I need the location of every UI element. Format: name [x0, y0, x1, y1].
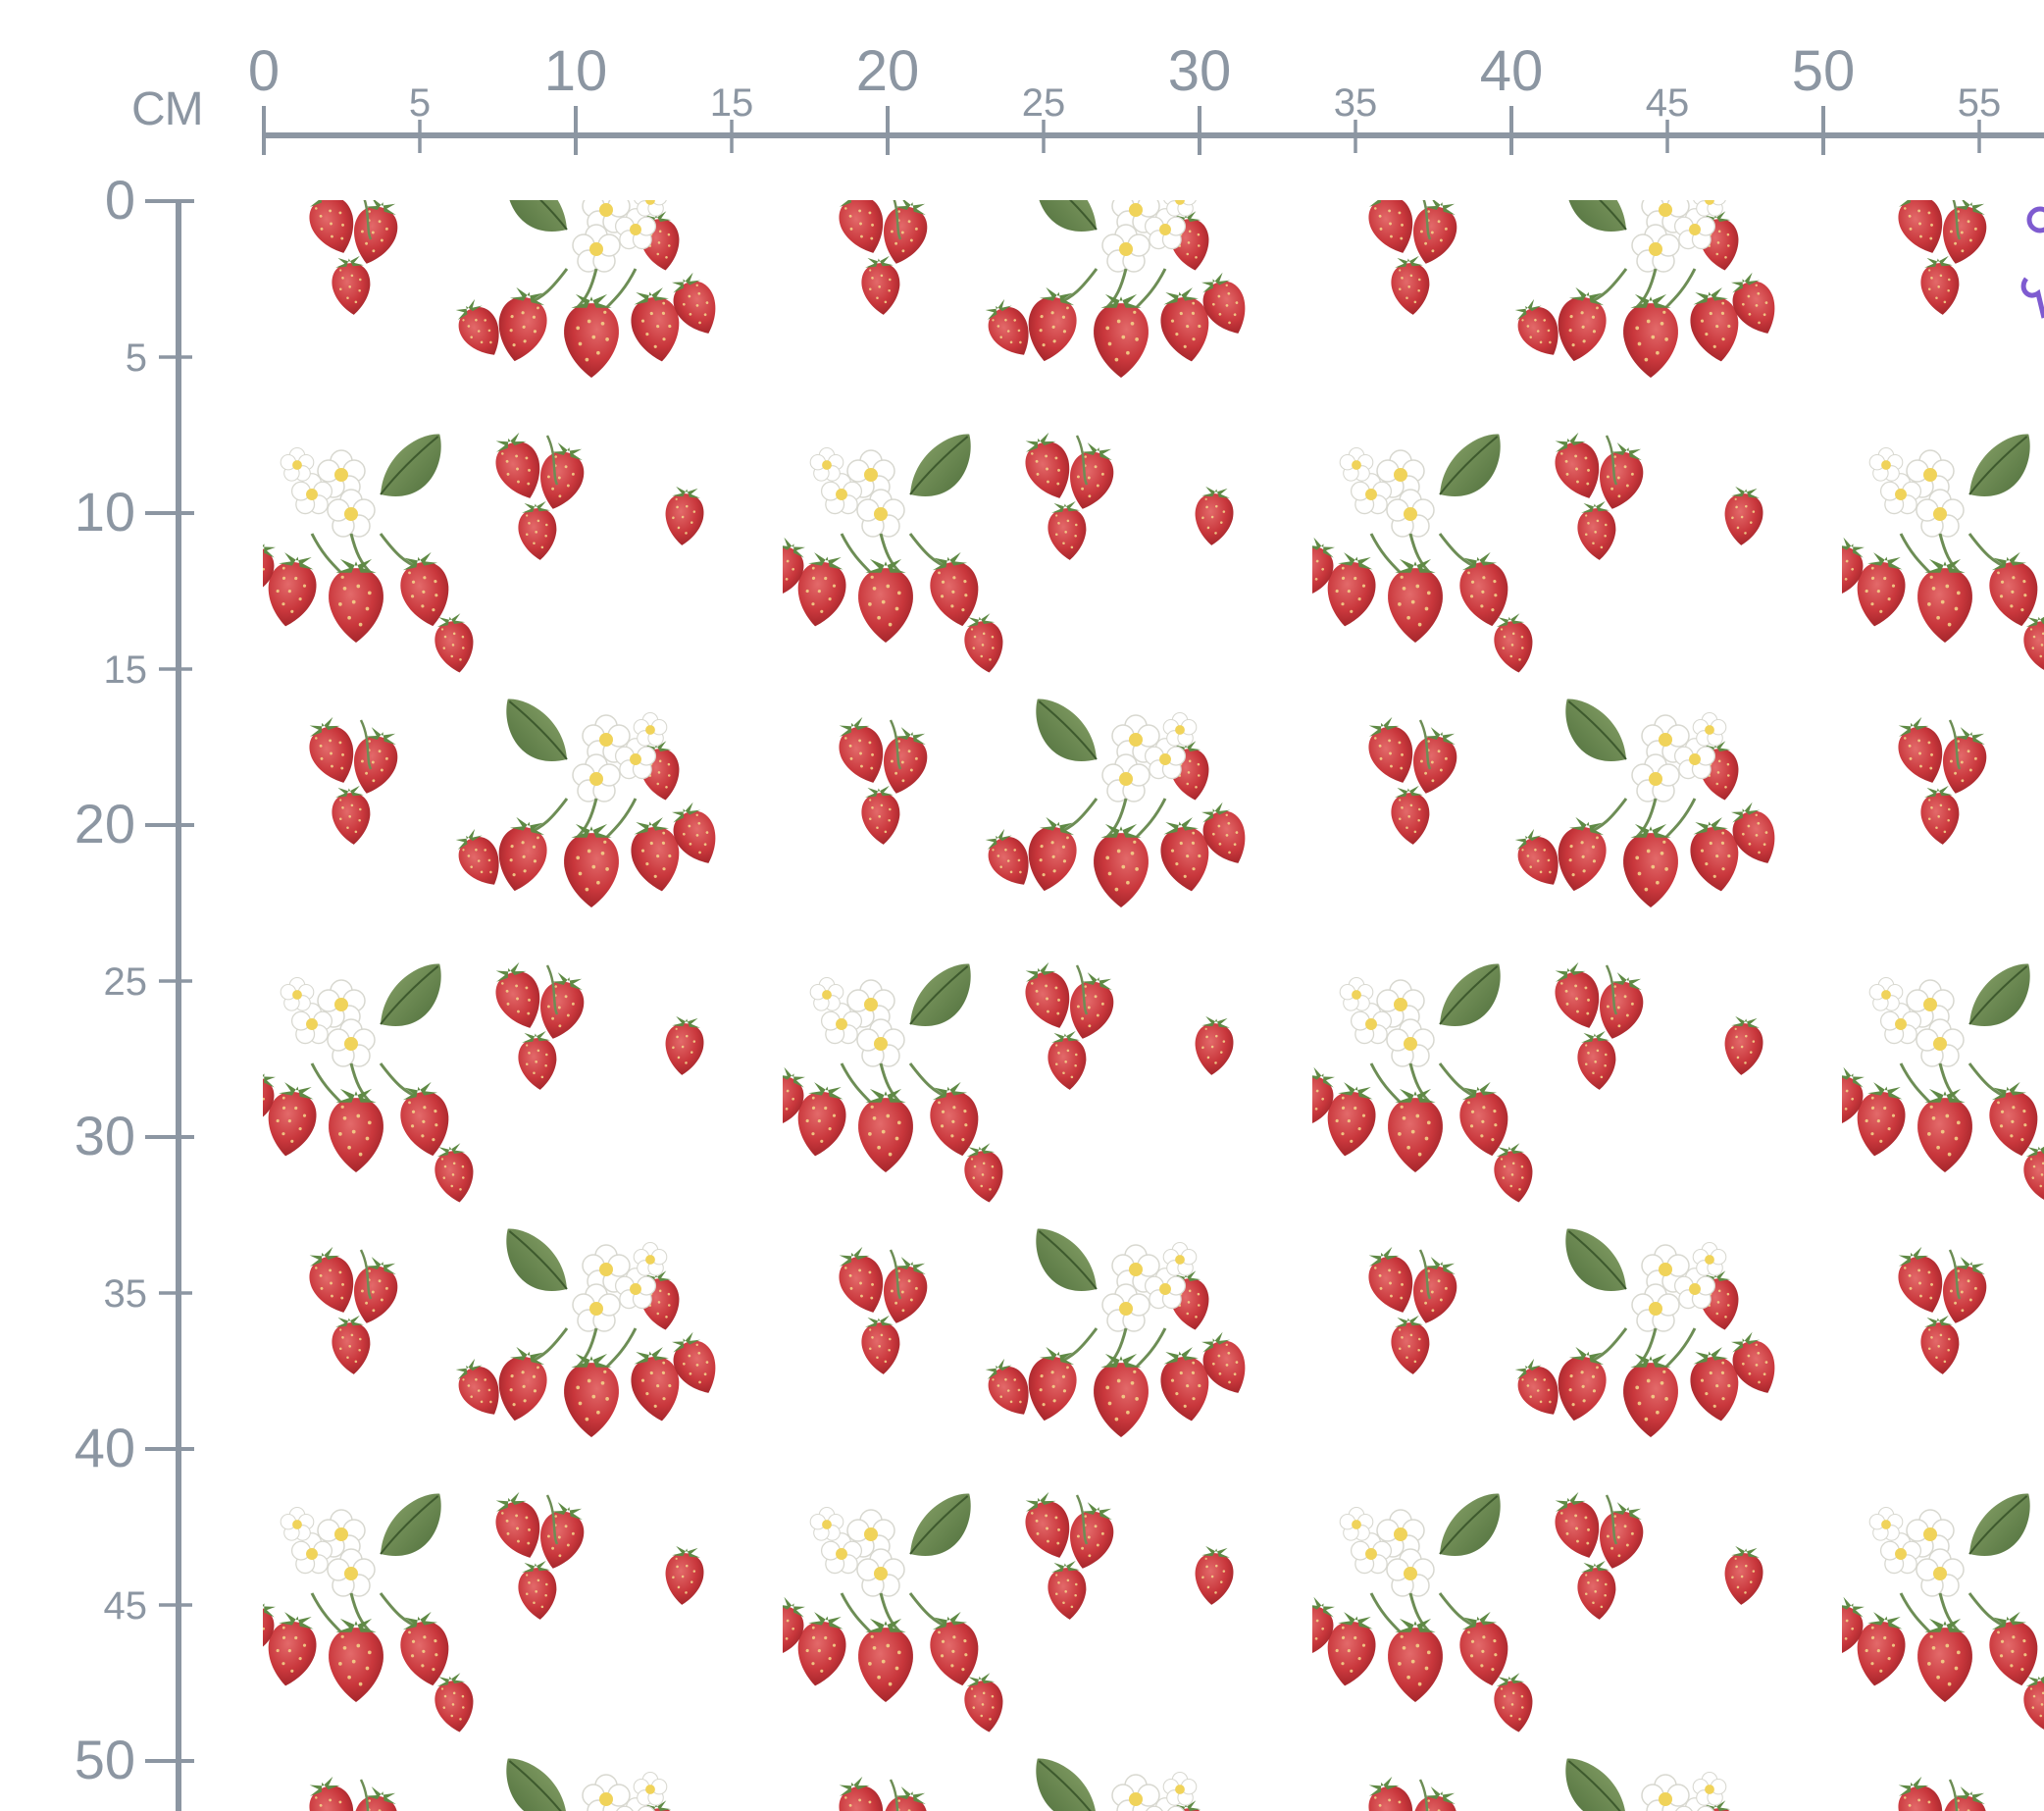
left-major-label: 20 [75, 793, 135, 854]
top-major-label: 40 [1480, 39, 1544, 103]
top-minor-label: 15 [710, 81, 754, 125]
left-minor-label: 35 [104, 1272, 148, 1316]
left-ruler: 0 10 20 30 40 50 5 15 25 35 45 [75, 169, 194, 1811]
top-major-label: 30 [1168, 39, 1232, 103]
left-major-label: 50 [75, 1729, 135, 1790]
left-major-label: 40 [75, 1417, 135, 1478]
purple-scissors-icon [2020, 206, 2044, 319]
left-major-label: 10 [75, 481, 135, 543]
left-major-label: 0 [105, 169, 135, 231]
top-minor-label: 55 [1958, 81, 2002, 125]
top-minor-label: 45 [1646, 81, 1690, 125]
top-minor-label: 5 [409, 81, 431, 125]
top-major-label: 20 [856, 39, 920, 103]
unit-label: CM [131, 83, 204, 135]
top-minor-label: 25 [1022, 81, 1066, 125]
top-minor-label: 35 [1334, 81, 1378, 125]
left-minor-label: 15 [104, 648, 148, 692]
left-major-label: 30 [75, 1105, 135, 1166]
top-major-label: 10 [544, 39, 608, 103]
fabric-swatch [263, 200, 2044, 1811]
left-minor-label: 25 [104, 960, 148, 1004]
left-minor-label: 5 [126, 336, 147, 380]
top-major-label: 50 [1792, 39, 1856, 103]
top-ruler: 0 10 20 30 40 50 5 15 25 35 45 55 [248, 39, 2044, 155]
left-minor-label: 45 [104, 1584, 148, 1628]
top-major-label: 0 [248, 39, 280, 103]
